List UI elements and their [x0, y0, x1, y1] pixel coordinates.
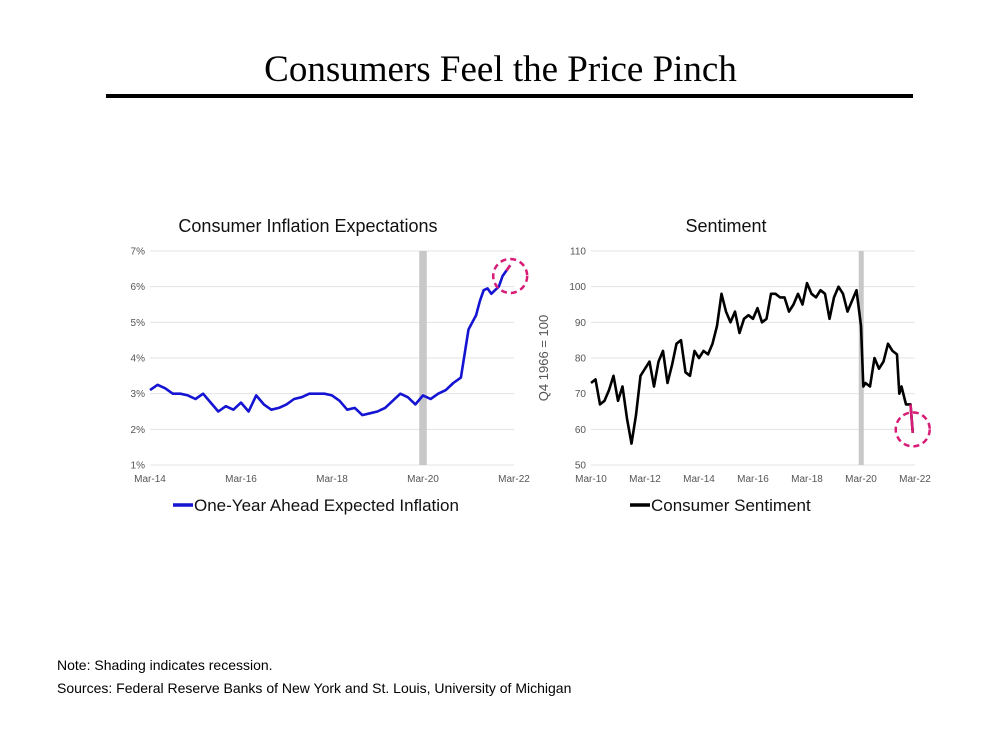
- sentiment-x-tick-label: Mar-20: [845, 474, 877, 485]
- sentiment-y-tick-label: 110: [570, 247, 586, 258]
- sentiment-x-tick-label: Mar-22: [899, 474, 931, 485]
- inflation-x-tick-label: Mar-18: [316, 474, 348, 485]
- sentiment-y-tick-label: 70: [575, 389, 587, 400]
- inflation-x-tick-label: Mar-20: [407, 474, 439, 485]
- inflation-x-tick-label: Mar-22: [498, 474, 530, 485]
- sentiment-y-tick-label: 80: [575, 354, 587, 365]
- sentiment-y-tick-label: 50: [575, 461, 587, 472]
- inflation-y-tick-label: 1%: [131, 461, 146, 472]
- inflation-latest-segment: [505, 264, 512, 272]
- inflation-recession-band: [419, 251, 427, 465]
- slide-title: Consumers Feel the Price Pinch: [264, 49, 737, 90]
- inflation-y-tick-label: 2%: [131, 425, 146, 436]
- inflation-y-tick-label: 4%: [131, 354, 146, 365]
- sentiment-y-axis-label: Q4 1966 = 100: [536, 315, 551, 401]
- inflation-y-tick-label: 7%: [131, 247, 146, 258]
- inflation-x-tick-label: Mar-14: [134, 474, 166, 485]
- sentiment-x-tick-label: Mar-10: [575, 474, 607, 485]
- sentiment-series-line: [590, 281, 915, 445]
- sentiment-chart-title: Sentiment: [685, 216, 766, 236]
- inflation-highlight-circle: [491, 257, 529, 295]
- inflation-expectations-chart: Consumer Inflation Expectations 1% 2% 3% 4% 5…: [131, 216, 531, 515]
- footer-sources: Sources: Federal Reserve Banks of New Yo…: [57, 680, 572, 696]
- inflation-x-tick-label: Mar-16: [225, 474, 257, 485]
- sentiment-y-tick-label: 60: [575, 425, 587, 436]
- sentiment-x-tick-label: Mar-16: [737, 474, 769, 485]
- sentiment-legend-label: Consumer Sentiment: [651, 496, 811, 515]
- sentiment-y-tick-label: 90: [575, 318, 587, 329]
- inflation-series-line: [149, 264, 512, 417]
- consumer-sentiment-chart: Sentiment 50 60 70 80 90 100 110 Mar-10 Mar-12 Mar…: [536, 216, 931, 515]
- inflation-legend-label: One-Year Ahead Expected Inflation: [194, 496, 459, 515]
- sentiment-x-tick-label: Mar-18: [791, 474, 823, 485]
- inflation-chart-title: Consumer Inflation Expectations: [178, 216, 437, 236]
- footer-note: Note: Shading indicates recession.: [57, 657, 273, 673]
- inflation-y-tick-label: 5%: [131, 318, 146, 329]
- sentiment-y-tick-label: 100: [569, 282, 586, 293]
- inflation-y-tick-label: 6%: [131, 282, 146, 293]
- sentiment-latest-segment: [909, 404, 915, 434]
- inflation-y-tick-label: 3%: [131, 389, 146, 400]
- sentiment-x-tick-label: Mar-12: [629, 474, 661, 485]
- sentiment-x-tick-label: Mar-14: [683, 474, 715, 485]
- title-divider: [106, 94, 913, 98]
